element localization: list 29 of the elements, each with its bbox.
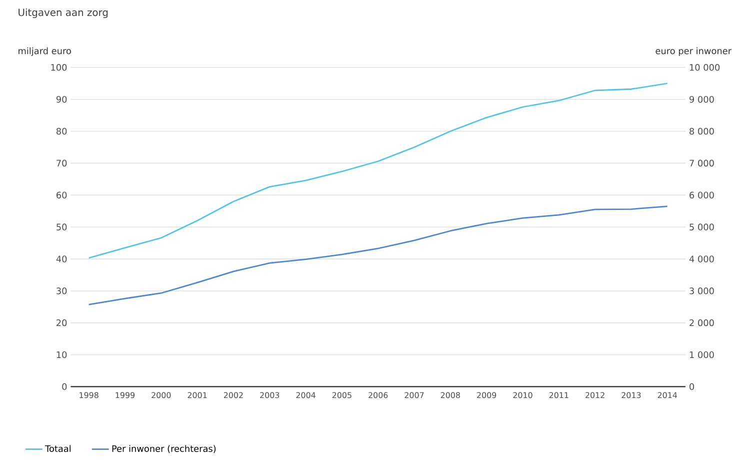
y2-tick-label: 10 000 <box>690 64 720 71</box>
y-tick-label: 30 <box>56 288 67 294</box>
legend-label: Totaal <box>45 445 71 452</box>
y2-tick-label: 2 000 <box>690 319 714 326</box>
y2-tick-label: 5 000 <box>690 224 714 230</box>
y2-tick-label: 3 000 <box>690 288 714 294</box>
y-tick-label: 0 <box>62 383 67 390</box>
y2-tick-label: 7 000 <box>690 160 714 167</box>
y-tick-label: 100 <box>51 64 67 71</box>
y-tick-label: 60 <box>56 192 67 199</box>
y-tick-label: 40 <box>56 256 67 262</box>
y-tick-label: 90 <box>56 96 67 103</box>
y2-tick-label: 9 000 <box>690 96 714 103</box>
y-axis-title: miljard euro <box>18 47 71 56</box>
y-tick-label: 50 <box>56 224 67 230</box>
y2-tick-label: 0 <box>690 383 694 390</box>
y2-tick-label: 8 000 <box>690 128 714 135</box>
y2-tick-label: 6 000 <box>690 192 714 199</box>
y2-axis-title: euro per inwoner <box>656 47 732 56</box>
legend-label: Per inwoner (rechteras) <box>112 445 216 454</box>
y-tick-label: 20 <box>56 319 67 326</box>
y2-tick-label: 4 000 <box>689 256 714 262</box>
chart-title: Uitgaven aan zorg <box>18 8 108 18</box>
y-tick-label: 10 <box>56 351 67 358</box>
y2-tick-label: 1 000 <box>690 351 714 358</box>
y-tick-label: 80 <box>56 128 67 135</box>
line-series <box>88 206 668 306</box>
y-tick-label: 70 <box>56 160 67 167</box>
line-series <box>88 82 668 259</box>
